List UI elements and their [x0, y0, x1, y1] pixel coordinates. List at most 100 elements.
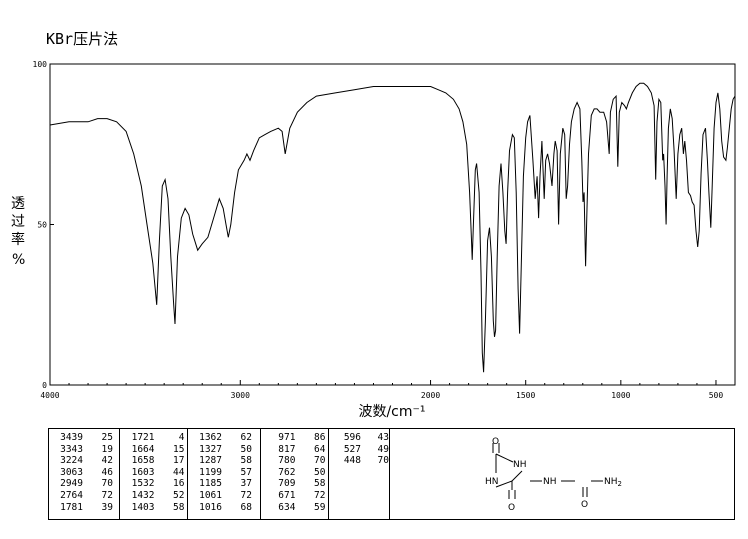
- y-axis-ticks: 0 50 100: [33, 60, 54, 390]
- linker-nh: NH: [543, 477, 557, 487]
- y-axis-label-char-2: 过: [11, 214, 25, 230]
- peak-row: 1403 58: [124, 502, 187, 514]
- carbonyl-o-top: O: [492, 437, 499, 447]
- peak-row: 671 72: [265, 490, 328, 502]
- x-tick-label: 4000: [40, 391, 59, 400]
- peak-wavenumber: 762: [278, 466, 296, 478]
- peak-wavenumber: 1721: [131, 432, 155, 443]
- peak-wavenumber: 596: [343, 432, 361, 443]
- peak-row: 1199 57: [192, 467, 260, 479]
- peak-wavenumber: 1403: [131, 501, 155, 513]
- peak-wavenumber: 448: [343, 455, 361, 467]
- peak-row: 1658 17: [124, 455, 187, 467]
- carbonyl-o-bottom: O: [508, 503, 515, 513]
- peak-row: 1432 52: [124, 490, 187, 502]
- peak-transmittance: 57: [240, 466, 252, 478]
- peak-wavenumber: 1532: [131, 478, 155, 490]
- peak-table-column: 3439 25 3343 19 3224 42 3063 46 2949 70 2764 72 1781…: [49, 429, 121, 519]
- peak-transmittance: 59: [314, 501, 326, 513]
- peak-transmittance: 46: [101, 466, 113, 478]
- peak-wavenumber: 2949: [60, 478, 83, 490]
- x-tick-label: 500: [709, 391, 724, 400]
- peak-wavenumber: 709: [278, 478, 296, 490]
- y-axis-label-unit: %: [12, 252, 25, 268]
- y-axis-label: 透 过 率 %: [11, 196, 25, 268]
- peak-row: 817 64: [265, 444, 328, 456]
- x-tick-label: 1000: [611, 391, 630, 400]
- peak-row: 780 70: [265, 455, 328, 467]
- peak-row: 1061 72: [192, 490, 260, 502]
- peak-wavenumber: 3343: [60, 443, 83, 455]
- structure-diagram: O NH HN O NH O NH2: [485, 437, 622, 513]
- peak-transmittance: 25: [101, 432, 113, 443]
- peak-row: 3439 25: [53, 432, 119, 444]
- peak-row: 1532 16: [124, 478, 187, 490]
- peak-table-column: 1362 62 1327 50 1287 58 1199 57 1185 37 1061 72 1016…: [188, 429, 262, 519]
- peak-transmittance: 58: [173, 501, 185, 513]
- peak-wavenumber: 1199: [199, 466, 222, 478]
- peak-transmittance: 37: [240, 478, 252, 490]
- peak-wavenumber: 3063: [60, 466, 83, 478]
- peak-wavenumber: 1061: [199, 489, 222, 501]
- peak-wavenumber: 1781: [60, 501, 83, 513]
- peak-transmittance: 17: [173, 455, 185, 467]
- page-title: KBr压片法: [46, 30, 119, 48]
- peak-wavenumber: 3224: [60, 455, 83, 467]
- peak-row: 2764 72: [53, 490, 119, 502]
- peak-row: 527 49: [333, 444, 389, 456]
- peak-row: 1664 15: [124, 444, 187, 456]
- peak-wavenumber: 2764: [60, 489, 83, 501]
- peak-transmittance: 86: [314, 432, 326, 443]
- y-tick-label: 100: [33, 60, 48, 69]
- peak-transmittance: 64: [314, 443, 326, 455]
- peak-transmittance: 52: [173, 489, 185, 501]
- ring-hn-left: HN: [485, 477, 499, 487]
- y-axis-label-char-3: 率: [11, 231, 25, 248]
- x-tick-label: 3000: [231, 391, 250, 400]
- peak-transmittance: 50: [314, 466, 326, 478]
- peak-transmittance: 62: [240, 432, 252, 443]
- peak-wavenumber: 1362: [199, 432, 222, 443]
- peak-transmittance: 72: [240, 489, 252, 501]
- peak-transmittance: 15: [173, 443, 185, 455]
- peak-table-column: 1721 4 1664 15 1658 17 1603 44 1532 16 1432 52 1403 5…: [120, 429, 188, 519]
- urea-nh2: NH2: [604, 477, 622, 488]
- peak-wavenumber: 634: [278, 501, 296, 513]
- peak-transmittance: 44: [173, 466, 185, 478]
- peak-wavenumber: 1658: [131, 455, 155, 467]
- peak-wavenumber: 527: [343, 443, 361, 455]
- peak-row: 448 70: [333, 455, 389, 467]
- urea-carbonyl-o: O: [581, 500, 588, 510]
- y-tick-label: 0: [42, 381, 47, 390]
- spectrum-line: [49, 82, 736, 373]
- peak-transmittance: 58: [240, 455, 252, 467]
- peak-wavenumber: 3439: [60, 432, 83, 443]
- peak-transmittance: 72: [101, 489, 113, 501]
- x-axis-ticks: 4000 3000 2000 1500 1000 500: [40, 380, 723, 400]
- plot-frame: [49, 63, 736, 386]
- peak-wavenumber: 1327: [199, 443, 222, 455]
- peak-wavenumber: 780: [278, 455, 296, 467]
- peak-row: 709 58: [265, 478, 328, 490]
- y-tick-label: 50: [37, 221, 47, 230]
- peak-table-column: 971 86 817 64 780 70 762 50 709 58 671 72 634 59: [261, 429, 329, 519]
- peak-row: 1603 44: [124, 467, 187, 479]
- peak-row: 1185 37: [192, 478, 260, 490]
- ir-spectrum-chart: 4000 3000 2000 1500 1000 500 0 50 100 波数/cm⁻¹ 透…: [11, 60, 736, 420]
- peak-wavenumber: 817: [278, 443, 296, 455]
- peak-wavenumber: 1432: [131, 489, 155, 501]
- peak-transmittance: 50: [240, 443, 252, 455]
- peak-row: 1781 39: [53, 502, 119, 514]
- x-axis-label: 波数/cm⁻¹: [358, 404, 425, 420]
- peak-row: 3224 42: [53, 455, 119, 467]
- peak-row: 1327 50: [192, 444, 260, 456]
- peak-row: 971 86: [265, 432, 328, 444]
- peak-wavenumber: 1287: [199, 455, 222, 467]
- peak-table-column: 596 43 527 49 448 70: [329, 429, 389, 519]
- peak-row: 3063 46: [53, 467, 119, 479]
- x-tick-label: 1500: [516, 391, 535, 400]
- peak-row: 1362 62: [192, 432, 260, 444]
- peak-table: 3439 25 3343 19 3224 42 3063 46 2949 70 2764 72 1781…: [48, 428, 390, 520]
- peak-transmittance: 70: [314, 455, 326, 467]
- peak-wavenumber: 971: [278, 432, 296, 443]
